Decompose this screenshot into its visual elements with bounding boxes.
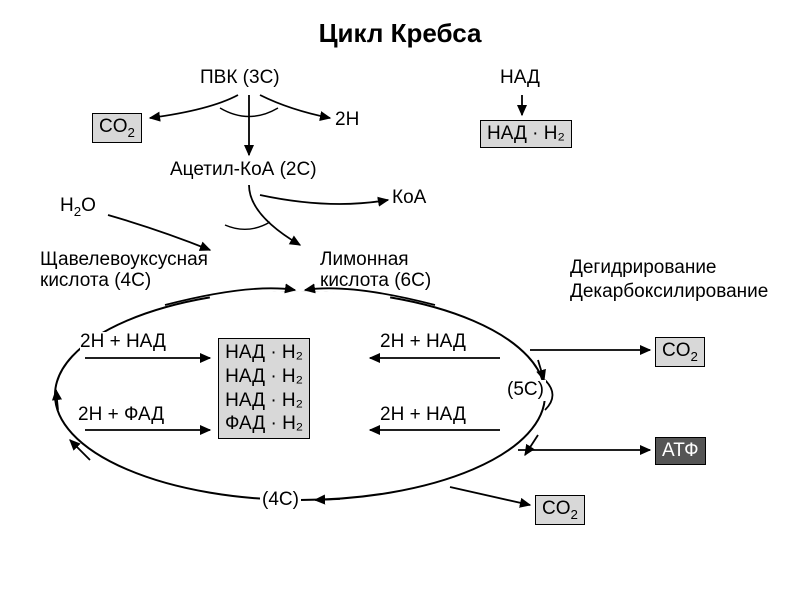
label-right2: 2H + НАД [380,405,466,426]
label-left2: 2H + ФАД [78,405,164,426]
co2-top-text: CO2 [99,116,135,137]
citric-l1: Лимонная [320,249,409,270]
co2-r2-text: CO2 [542,498,578,519]
label-5c: (5С) [505,380,546,401]
label-acetyl: Ацетил-КоА (2С) [170,160,317,181]
box-co2-r1: CO2 [655,337,705,367]
label-oxalo: Щавелевоуксусная кислота (4С) [40,250,208,292]
label-decarb: Декарбоксилирование [570,282,768,303]
label-koa: КоА [392,188,426,209]
box-atf: АТФ [655,437,706,465]
label-h2o: H2O [60,196,96,219]
citric-l2: кислота (6С) [320,270,431,291]
oxalo-l2: кислота (4С) [40,270,151,291]
label-citric: Лимонная кислота (6С) [320,250,431,292]
label-right1: 2H + НАД [380,332,466,353]
box-nadh2-top: НАД · H₂ [480,120,572,148]
label-left1: 2H + НАД [80,332,166,353]
label-4c: (4С) [260,490,301,511]
center-2: НАД · H₂ [225,365,303,389]
label-nad-top: НАД [500,68,540,89]
label-2h: 2H [335,110,359,131]
label-pvk: ПВК (3С) [200,68,280,89]
box-center-stack: НАД · H₂ НАД · H₂ НАД · H₂ ФАД · H₂ [218,338,310,439]
box-co2-top: CO2 [92,113,142,143]
co2-r1-text: CO2 [662,340,698,361]
center-4: ФАД · H₂ [225,412,303,436]
center-1: НАД · H₂ [225,341,303,365]
center-3: НАД · H₂ [225,389,303,413]
oxalo-l1: Щавелевоуксусная [40,249,208,270]
label-dehydr: Дегидрирование [570,258,717,279]
box-co2-r2: CO2 [535,495,585,525]
